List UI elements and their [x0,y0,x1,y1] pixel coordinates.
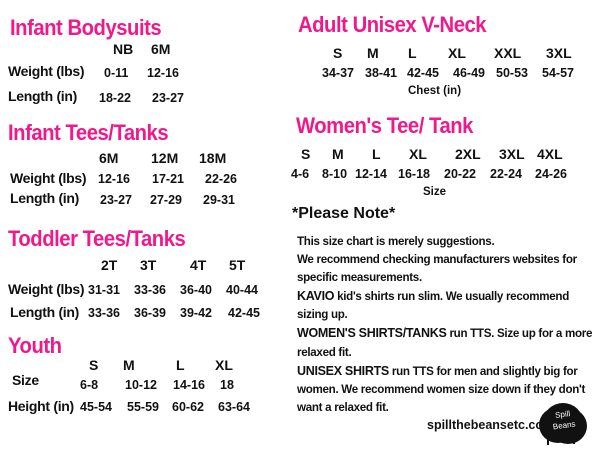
row-label: Length (in) [10,190,80,206]
size-header: 6M [99,150,119,166]
cell: 22-24 [490,167,522,181]
cell: 18-22 [99,91,131,105]
size-header: 3XL [499,146,525,162]
cell: 24-26 [535,167,567,181]
cell: 38-41 [365,66,397,80]
cell: 39-42 [180,306,212,320]
cell: 0-11 [104,66,129,80]
cell: 18 [220,378,234,392]
brand-logo: Spill Beans [543,403,583,445]
cell: 34-37 [322,66,354,80]
cell: 40-44 [226,283,258,297]
row-label: Height (in) [8,398,74,414]
note-line: This size chart is merely suggestions. [297,235,495,248]
note-body: This size chart is merely suggestions. W… [297,233,597,417]
note-title: *Please Note* [292,205,396,222]
size-header: 4XL [537,146,563,162]
cell: 17-21 [152,172,184,186]
size-header: NB [113,41,134,57]
website-link[interactable]: spillthebeansetc.com [427,418,555,432]
row-label: Weight (lbs) [8,281,85,297]
cell: 23-27 [100,193,132,207]
cell: 33-36 [134,283,166,297]
size-header: M [332,146,344,162]
cell: 29-31 [203,193,235,207]
size-header: L [408,45,417,61]
size-header: 6M [151,41,171,57]
cell: 36-40 [180,283,212,297]
size-header: S [333,45,343,61]
measure-label: Size [423,186,447,198]
size-header: 12M [151,150,179,166]
cell: 4-6 [291,167,310,181]
measure-label: Chest (in) [408,85,462,97]
size-header: 3T [140,257,157,273]
section-title: Women's Tee/ Tank [296,113,473,138]
cell: 45-54 [80,400,112,414]
section-title: Infant Tees/Tanks [8,120,169,145]
size-header: 3XL [546,45,572,61]
cell: 55-59 [127,400,159,414]
cell: 20-22 [444,167,476,181]
cell: 22-26 [205,172,237,186]
section-title: Infant Bodysuits [10,15,162,40]
cell: 16-18 [398,167,430,181]
cell: 33-36 [88,306,120,320]
cell: 60-62 [172,400,204,414]
size-header: XXL [494,45,522,61]
cell: 63-64 [218,400,250,414]
cell: 12-14 [355,167,387,181]
size-header: 5T [229,257,246,273]
row-label: Length (in) [10,304,80,320]
cell: 54-57 [542,66,574,80]
cell: 6-8 [80,378,99,392]
size-header: XL [409,146,427,162]
size-header: L [176,357,185,373]
size-header: M [367,45,379,61]
row-label: Weight (lbs) [10,170,87,186]
size-header: 4T [190,257,207,273]
section-title: Toddler Tees/Tanks [8,226,186,251]
row-label: Weight (lbs) [8,63,85,79]
note-womens: WOMEN'S SHIRTS/TANKS run TTS. Size up fo… [297,326,593,359]
cell: 31-31 [88,283,120,297]
note-kavio: KAVIO kid's shirts run slim. We usually … [297,289,569,322]
section-title: Youth [8,333,62,358]
cell: 42-45 [228,306,260,320]
note-line: We recommend checking manufacturers webs… [297,253,577,285]
cell: 12-16 [98,172,130,186]
cell: 50-53 [496,66,528,80]
row-label: Size [12,372,39,388]
size-header: S [89,357,99,373]
size-header: S [301,146,311,162]
size-header: 2T [101,257,118,273]
size-header: 18M [199,150,227,166]
cell: 8-10 [322,167,348,181]
size-header: XL [215,357,233,373]
size-header: M [123,357,135,373]
cell: 23-27 [152,91,184,105]
note-unisex: UNISEX SHIRTS run TTS for men and slight… [297,363,586,414]
cell: 10-12 [125,378,157,392]
size-header: L [372,146,381,162]
cell: 36-39 [134,306,166,320]
cell: 27-29 [150,193,182,207]
cell: 42-45 [407,66,439,80]
cell: 46-49 [453,66,485,80]
size-header: XL [448,45,466,61]
section-title: Adult Unisex V-Neck [298,12,487,37]
cell: 14-16 [173,378,205,392]
cell: 12-16 [147,66,179,80]
row-label: Length (in) [8,88,78,104]
size-header: 2XL [455,146,481,162]
